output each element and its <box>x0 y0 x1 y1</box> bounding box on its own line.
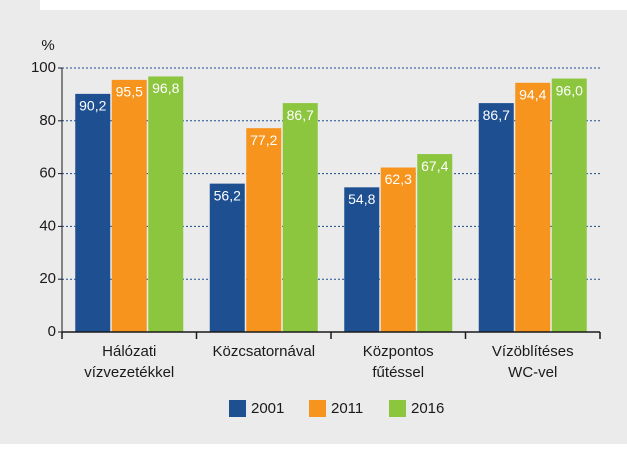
legend-label: 2001 <box>251 400 284 417</box>
y-axis-label: % <box>41 37 54 54</box>
bar <box>148 76 184 332</box>
y-tick-label: 40 <box>39 217 56 234</box>
bar <box>478 103 514 332</box>
bar <box>75 93 111 332</box>
x-tick-label: fűtéssel <box>372 364 424 381</box>
legend-label: 2011 <box>331 400 363 417</box>
top-strip <box>40 0 627 10</box>
bar <box>417 154 453 332</box>
value-label: 96,0 <box>556 82 583 98</box>
legend-swatch <box>309 400 326 417</box>
value-label: 54,8 <box>348 191 375 207</box>
value-label: 94,4 <box>519 86 546 102</box>
value-label: 90,2 <box>79 98 106 114</box>
y-tick-label: 20 <box>39 270 56 287</box>
y-tick-label: 100 <box>31 59 56 76</box>
bar <box>246 128 282 332</box>
x-tick-label: Közcsatornával <box>212 343 315 360</box>
x-tick-label: vízvezetékkel <box>84 364 174 381</box>
bar <box>111 79 147 332</box>
bar <box>551 78 587 332</box>
legend-swatch <box>229 400 246 417</box>
bar <box>209 183 245 332</box>
x-tick-label: Vízöblítéses <box>492 343 574 360</box>
x-tick-label: Hálózati <box>102 343 156 360</box>
bar <box>380 167 416 332</box>
value-label: 86,7 <box>483 107 510 123</box>
bar <box>282 103 318 332</box>
value-label: 95,5 <box>116 84 143 100</box>
y-tick-label: 80 <box>39 112 56 129</box>
x-tick-label: Központos <box>363 343 434 360</box>
y-tick-label: 0 <box>48 323 56 340</box>
legend-label: 2016 <box>411 400 444 417</box>
value-label: 77,2 <box>250 132 277 148</box>
y-tick-label: 60 <box>39 165 56 182</box>
bar <box>515 82 551 332</box>
value-label: 56,2 <box>214 187 241 203</box>
value-label: 96,8 <box>152 80 179 96</box>
value-label: 86,7 <box>287 107 314 123</box>
bar <box>344 187 380 332</box>
legend-swatch <box>389 400 406 417</box>
value-label: 67,4 <box>421 158 448 174</box>
x-tick-label: WC-vel <box>508 364 557 381</box>
value-label: 62,3 <box>385 171 412 187</box>
